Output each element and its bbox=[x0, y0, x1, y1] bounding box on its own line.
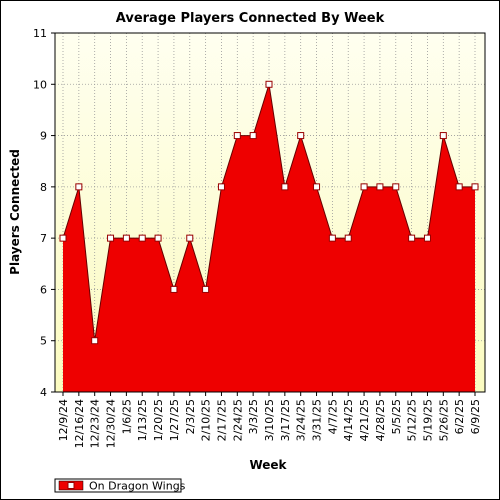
x-tick-label-0: 12/9/24 bbox=[57, 399, 70, 441]
data-point-0-16 bbox=[313, 183, 321, 191]
y-tick-label-1: 5 bbox=[40, 335, 47, 348]
data-point-0-9 bbox=[202, 285, 210, 293]
plot-border bbox=[54, 32, 486, 393]
data-point-0-4 bbox=[122, 234, 130, 242]
data-point-0-14 bbox=[281, 183, 289, 191]
x-tick-label-14: 3/17/25 bbox=[279, 399, 292, 441]
x-tick-label-19: 4/21/25 bbox=[358, 399, 371, 441]
data-point-0-15 bbox=[297, 132, 305, 140]
y-tick-label-6: 10 bbox=[33, 78, 47, 91]
data-point-0-10 bbox=[217, 183, 225, 191]
y-tick-label-7: 11 bbox=[33, 27, 47, 40]
y-tick-label-0: 4 bbox=[40, 386, 47, 399]
x-axis: 12/9/24 12/16/24 12/23/24 12/30/24 1/6/25 1/1… bbox=[57, 392, 482, 448]
legend-marker bbox=[67, 482, 75, 489]
x-tick-label-7: 1/27/25 bbox=[168, 399, 181, 441]
x-tick-label-2: 12/23/24 bbox=[89, 399, 102, 448]
area-fill-0 bbox=[63, 84, 475, 393]
y-tick-label-3: 7 bbox=[40, 232, 47, 245]
data-point-0-8 bbox=[186, 234, 194, 242]
data-point-0-13 bbox=[265, 80, 273, 88]
chart-title: Average Players Connected By Week bbox=[116, 11, 385, 26]
data-point-0-1 bbox=[75, 183, 83, 191]
x-axis-label: Week bbox=[249, 458, 287, 472]
data-point-0-11 bbox=[233, 132, 241, 140]
y-tick-label-2: 6 bbox=[40, 283, 47, 296]
x-tick-label-13: 3/10/25 bbox=[263, 399, 276, 441]
data-point-0-20 bbox=[376, 183, 384, 191]
x-tick-label-4: 1/6/25 bbox=[120, 399, 133, 434]
data-point-0-26 bbox=[471, 183, 479, 191]
data-point-0-19 bbox=[360, 183, 368, 191]
data-point-0-0 bbox=[59, 234, 67, 242]
x-tick-label-9: 2/10/25 bbox=[200, 399, 213, 441]
data-point-0-24 bbox=[439, 132, 447, 140]
x-tick-label-26: 6/9/25 bbox=[469, 399, 482, 434]
x-tick-label-23: 5/19/25 bbox=[421, 399, 434, 441]
data-point-0-25 bbox=[455, 183, 463, 191]
x-tick-label-20: 4/28/25 bbox=[374, 399, 387, 441]
y-axis: 4 5 6 7 8 9 10 11 bbox=[33, 27, 55, 399]
x-tick-label-17: 4/7/25 bbox=[326, 399, 339, 434]
x-tick-label-3: 12/30/24 bbox=[105, 399, 118, 448]
x-tick-label-11: 2/24/25 bbox=[231, 399, 244, 441]
x-tick-label-15: 3/24/25 bbox=[295, 399, 308, 441]
y-tick-label-4: 8 bbox=[40, 181, 47, 194]
data-point-0-18 bbox=[344, 234, 352, 242]
data-point-0-7 bbox=[170, 285, 178, 293]
x-tick-label-5: 1/13/25 bbox=[136, 399, 149, 441]
data-point-0-5 bbox=[138, 234, 146, 242]
data-point-0-3 bbox=[107, 234, 115, 242]
data-point-0-6 bbox=[154, 234, 162, 242]
x-tick-label-21: 5/5/25 bbox=[390, 399, 403, 434]
data-point-0-2 bbox=[91, 337, 99, 345]
data-point-0-21 bbox=[392, 183, 400, 191]
x-tick-label-22: 5/12/25 bbox=[406, 399, 419, 441]
legend-box bbox=[54, 478, 182, 493]
legend-label: On Dragon Wings bbox=[89, 480, 186, 493]
data-point-0-22 bbox=[408, 234, 416, 242]
x-tick-label-16: 3/31/25 bbox=[311, 399, 324, 441]
x-tick-label-1: 12/16/24 bbox=[73, 399, 86, 448]
x-tick-label-24: 5/26/25 bbox=[437, 399, 450, 441]
data-point-0-17 bbox=[328, 234, 336, 242]
legend: On Dragon Wings bbox=[54, 478, 186, 493]
x-tick-label-25: 6/2/25 bbox=[453, 399, 466, 434]
y-tick-label-5: 9 bbox=[40, 130, 47, 143]
x-tick-label-10: 2/17/25 bbox=[215, 399, 228, 441]
data-point-0-12 bbox=[249, 132, 257, 140]
y-axis-label: Players Connected bbox=[8, 149, 22, 275]
data-point-0-23 bbox=[423, 234, 431, 242]
x-tick-label-18: 4/14/25 bbox=[342, 399, 355, 441]
x-tick-label-8: 2/3/25 bbox=[184, 399, 197, 434]
series-on-dragon-wings bbox=[59, 80, 479, 393]
x-tick-label-12: 3/3/25 bbox=[247, 399, 260, 434]
x-tick-label-6: 1/20/25 bbox=[152, 399, 165, 441]
